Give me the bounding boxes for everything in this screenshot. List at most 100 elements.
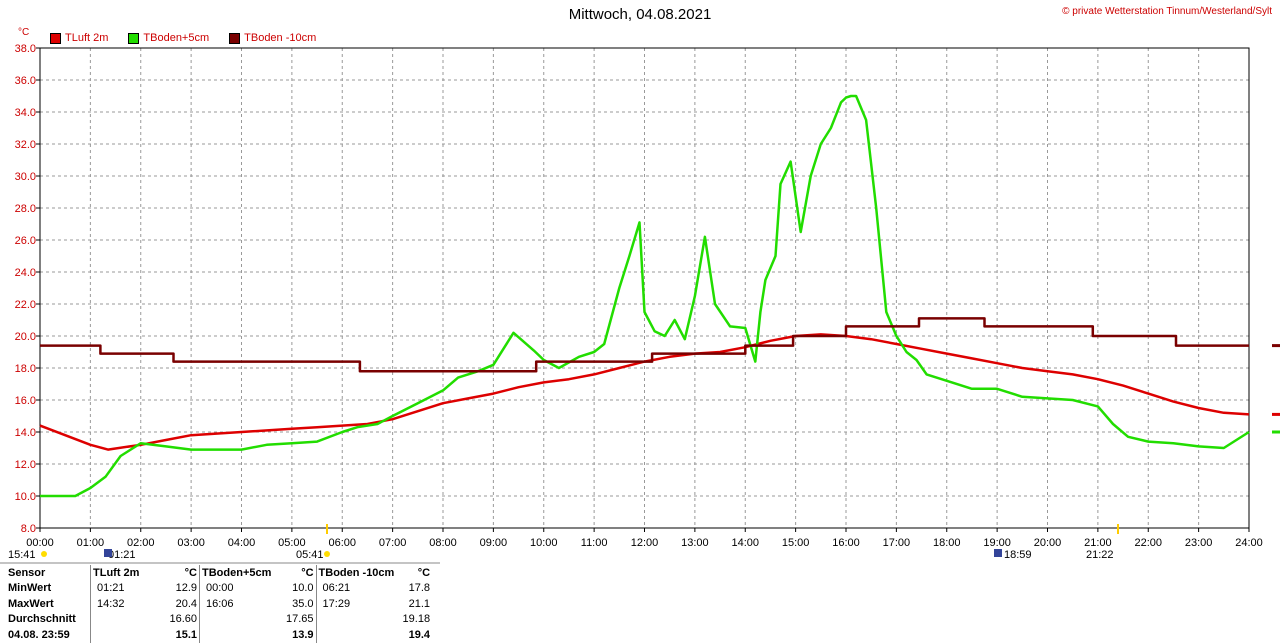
- stats-header-row: Sensor TLuft 2m °C TBoden+5cm °C TBoden …: [6, 565, 432, 581]
- stats-time: [315, 627, 401, 643]
- y-tick-label: 26.0: [15, 235, 36, 247]
- sunset-marker-label: 18:59: [1004, 549, 1032, 561]
- stats-value: 35.0: [292, 597, 314, 610]
- stats-label: 04.08. 23:59: [8, 628, 70, 641]
- x-tick-label: 16:00: [832, 537, 860, 549]
- x-tick-label: 06:00: [328, 537, 356, 549]
- y-tick-label: 8.0: [21, 523, 36, 535]
- x-tick-label: 23:00: [1185, 537, 1213, 549]
- sunrise-time-label: 15:41: [8, 549, 36, 561]
- stats-header-tluft: TLuft 2m: [90, 565, 155, 581]
- moon-icon: [994, 549, 1002, 557]
- stats-header-unit: °C: [417, 566, 431, 579]
- x-tick-label: 00:00: [26, 537, 54, 549]
- x-tick-label: 07:00: [379, 537, 407, 549]
- legend-swatch-tluft: [50, 32, 61, 44]
- y-axis-unit: °C: [18, 27, 30, 38]
- x-tick-label: 01:00: [77, 537, 105, 549]
- stats-table: Sensor TLuft 2m °C TBoden+5cm °C TBoden …: [6, 565, 432, 643]
- stats-value: 13.9: [292, 628, 314, 641]
- plot-frame: [39, 47, 1250, 529]
- y-tick-label: 28.0: [15, 203, 36, 215]
- y-tick-label: 34.0: [15, 107, 36, 119]
- stats-value: 16.60: [169, 613, 197, 626]
- stats-time: 17:29: [315, 596, 401, 612]
- stats-time: [90, 627, 155, 643]
- legend: TLuft 2m TBoden+5cm TBoden -10cm: [50, 32, 316, 44]
- y-tick-label: 10.0: [15, 491, 36, 503]
- stats-time: 01:21: [90, 580, 155, 596]
- legend-label-tboden10: TBoden -10cm: [244, 32, 317, 44]
- stats-time: [199, 611, 284, 627]
- min-marker-label: 01:21: [108, 549, 136, 561]
- moon-icon: [104, 549, 112, 557]
- stats-time: 06:21: [315, 580, 401, 596]
- y-tick-label: 30.0: [15, 171, 36, 183]
- stats-time: [199, 627, 284, 643]
- x-tick-label: 17:00: [883, 537, 911, 549]
- x-tick-label: 15:00: [782, 537, 810, 549]
- stats-time: [90, 611, 155, 627]
- temperature-chart: 00:00 01:00 02:00 03:00 04:00 05:00 06:00 07:00…: [0, 43, 1280, 564]
- x-tick-label: 09:00: [480, 537, 508, 549]
- x-tick-label: 12:00: [631, 537, 659, 549]
- stats-row-current: 04.08. 23:59 15.1 13.9 19.4: [6, 627, 432, 643]
- stats-header-tboden10: TBoden -10cm: [315, 565, 401, 581]
- stats-value: 21.1: [408, 597, 431, 610]
- copyright-text: © private Wetterstation Tinnum/Westerlan…: [1062, 6, 1272, 17]
- stats-row-max: MaxWert 14:32 20.4 16:06 35.0 17:29 21.1: [6, 596, 432, 612]
- x-tick-label: 11:00: [581, 537, 608, 549]
- stats-row-average: Durchschnitt 16.60 17.65 19.18: [6, 611, 432, 627]
- x-tick-label: 03:00: [177, 537, 205, 549]
- x-tick-label: 22:00: [1134, 537, 1162, 549]
- legend-label-tluft: TLuft 2m: [65, 32, 109, 44]
- x-tick-label: 21:00: [1084, 537, 1112, 549]
- series-line-1: [39, 333, 1250, 451]
- sunrise-label: 05:41: [296, 549, 324, 561]
- stats-label: MinWert: [8, 582, 52, 595]
- sunset-label: 21:22: [1086, 549, 1114, 561]
- y-tick-label: 36.0: [15, 75, 36, 87]
- stats-value: 20.4: [175, 597, 197, 610]
- stats-row-min: MinWert 01:21 12.9 00:00 10.0 06:21 17.8: [6, 580, 432, 596]
- x-tick-label: 08:00: [429, 537, 457, 549]
- sun-icon: [41, 551, 47, 557]
- x-tick-label: 24:00: [1235, 537, 1263, 549]
- legend-swatch-tboden5: [128, 32, 140, 44]
- series-line-3: [40, 317, 1249, 373]
- stats-value: 17.8: [408, 582, 431, 595]
- y-tick-label: 16.0: [15, 395, 36, 407]
- stats-label: MaxWert: [8, 597, 54, 610]
- y-tick-label: 24.0: [15, 267, 36, 279]
- chart-title: Mittwoch, 04.08.2021: [568, 6, 712, 23]
- stats-value: 19.4: [408, 628, 431, 641]
- x-tick-label: 14:00: [731, 537, 759, 549]
- x-tick-label: 02:00: [127, 537, 155, 549]
- y-tick-label: 14.0: [15, 427, 36, 439]
- x-tick-label: 10:00: [530, 537, 558, 549]
- legend-item-tboden10: TBoden -10cm: [229, 32, 316, 44]
- stats-time: 14:32: [90, 596, 155, 612]
- y-tick-label: 32.0: [15, 139, 36, 151]
- y-tick-label: 18.0: [15, 363, 36, 375]
- x-tick-label: 04:00: [228, 537, 256, 549]
- stats-value: 10.0: [292, 582, 314, 595]
- stats-header-unit: °C: [301, 566, 314, 579]
- y-tick-label: 38.0: [15, 43, 36, 55]
- stats-value: 12.9: [175, 582, 197, 595]
- stats-header-unit: °C: [184, 566, 197, 579]
- legend-label-tboden5: TBoden+5cm: [143, 32, 210, 44]
- stats-time: 00:00: [199, 580, 284, 596]
- legend-swatch-tboden10: [229, 32, 241, 44]
- y-tick-label: 22.0: [15, 299, 36, 311]
- series-line-2: [40, 94, 1250, 498]
- stats-header-tboden5: TBoden+5cm: [199, 565, 284, 581]
- y-tick-label: 20.0: [15, 331, 36, 343]
- x-tick-label: 18:00: [933, 537, 961, 549]
- legend-item-tboden5: TBoden+5cm: [128, 32, 209, 44]
- x-tick-label: 13:00: [681, 537, 709, 549]
- stats-label: Durchschnitt: [8, 613, 76, 626]
- stats-time: [315, 611, 401, 627]
- x-tick-label: 19:00: [983, 537, 1011, 549]
- y-tick-label: 12.0: [15, 459, 36, 471]
